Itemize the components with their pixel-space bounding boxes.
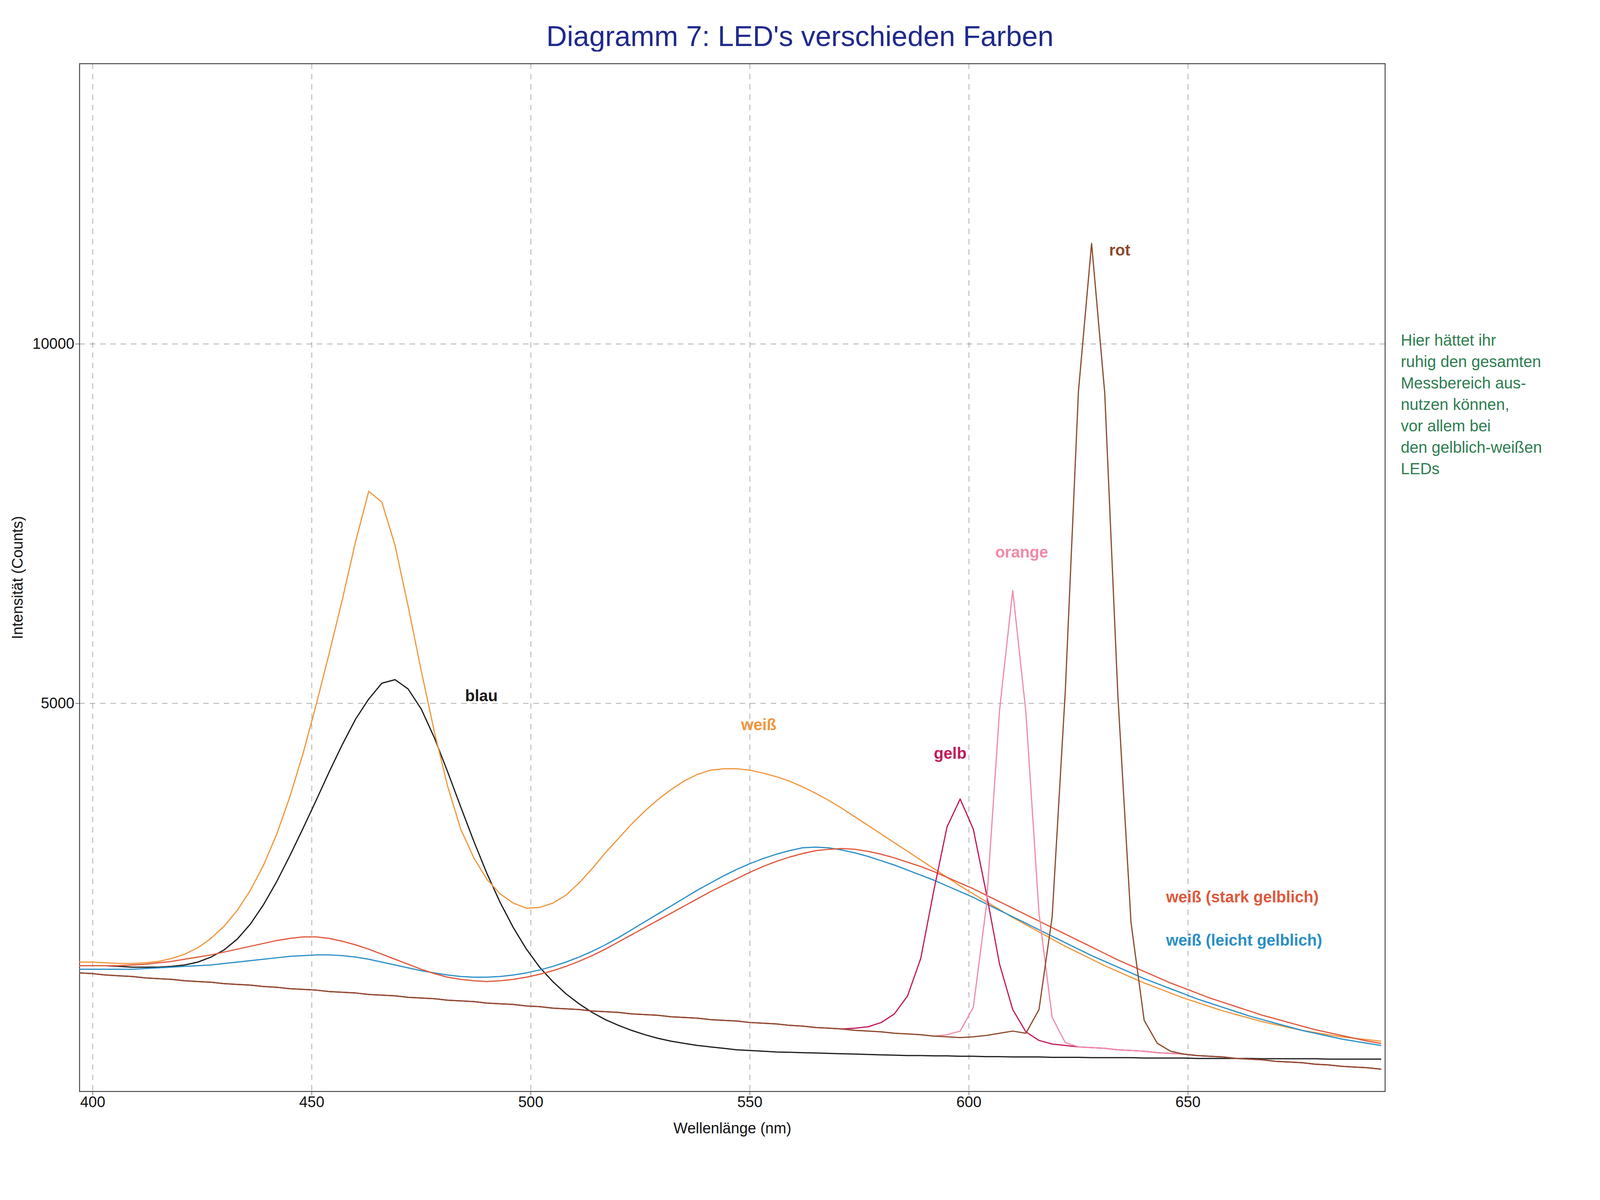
html-text:Messbereich aus-: Messbereich aus- [1400,374,1527,392]
svg-text:weiß: weiß [740,715,777,734]
svg-text:blau: blau [465,686,498,705]
svg-text:500: 500 [518,1093,544,1111]
html-text:ruhig den gesamten: ruhig den gesamten [1400,352,1542,371]
svg-text:10000: 10000 [32,335,75,352]
svg-text:weiß (stark gelblich): weiß (stark gelblich) [1165,888,1319,906]
svg-text:600: 600 [956,1093,982,1111]
svg-text:Wellenlänge (nm): Wellenlänge (nm) [673,1119,792,1137]
html-text:den gelblich-weißen: den gelblich-weißen [1400,438,1542,456]
html-text:vor allem bei: vor allem bei [1400,417,1491,435]
svg-text:weiß (leicht gelblich): weiß (leicht gelblich) [1165,931,1322,949]
svg-text:gelb: gelb [933,744,967,762]
svg-text:650: 650 [1175,1093,1201,1111]
html-text:LEDs: LEDs [1400,459,1440,478]
html-text:Diagramm 7: LED's verschieden: Diagramm 7: LED's verschieden Farben [546,20,1054,52]
svg-text:400: 400 [80,1093,106,1111]
svg-text:rot: rot [1109,241,1131,259]
svg-text:Intensität (Counts): Intensität (Counts) [9,515,26,639]
svg-text:5000: 5000 [40,694,75,712]
svg-text:550: 550 [737,1093,763,1111]
html-text:Hier hättet ihr: Hier hättet ihr [1400,331,1497,349]
svg-text:450: 450 [299,1093,325,1111]
svg-text:orange: orange [995,543,1049,561]
html-text:nutzen können,: nutzen können, [1400,395,1510,414]
